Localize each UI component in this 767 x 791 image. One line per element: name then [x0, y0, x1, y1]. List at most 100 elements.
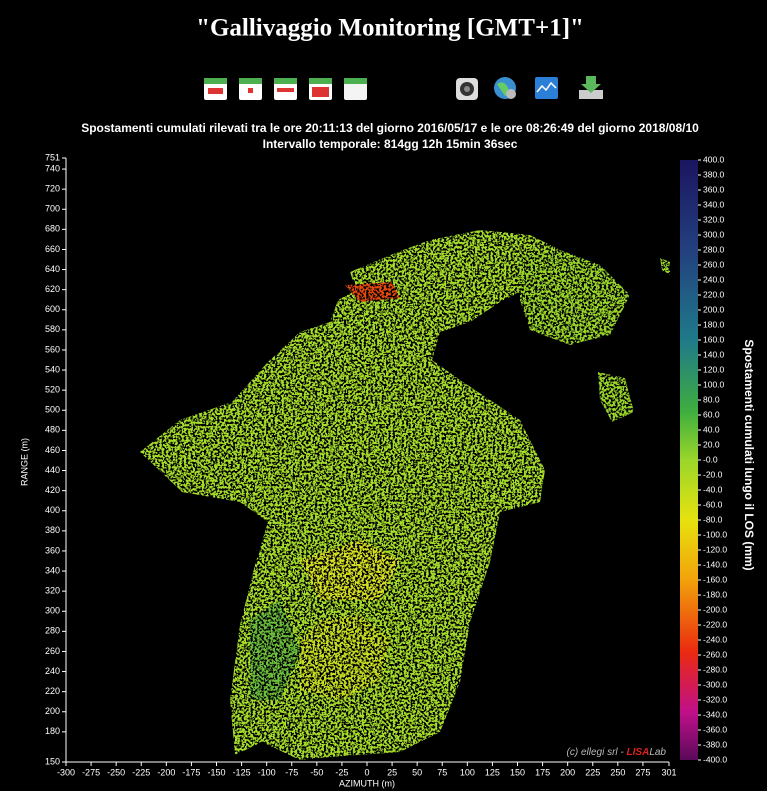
x-tick-label: 250 [610, 767, 625, 777]
calendar-week-button[interactable] [274, 78, 297, 100]
colorbar-tick-label: 20.0 [703, 439, 720, 449]
colorbar-tick-label: -380.0 [703, 739, 727, 749]
y-tick-label: 180 [45, 726, 60, 736]
x-tick-label: -75 [285, 767, 298, 777]
download-button[interactable] [579, 76, 603, 99]
x-tick-label: -200 [157, 767, 175, 777]
x-tick-label: -150 [207, 767, 225, 777]
colorbar-tick-label: 400.0 [703, 154, 725, 164]
screen: "Gallivaggio Monitoring [GMT+1]" Spostam… [0, 0, 767, 791]
x-tick-label: -175 [182, 767, 200, 777]
colorbar-tick-label: 40.0 [703, 424, 720, 434]
y-tick-label: 150 [45, 756, 60, 766]
x-tick-label: 100 [460, 767, 475, 777]
page: "Gallivaggio Monitoring [GMT+1]" Spostam… [0, 0, 767, 791]
y-tick-label: 720 [45, 184, 60, 194]
colorbar-tick-label: 380.0 [703, 169, 725, 179]
x-tick-label: -125 [233, 767, 251, 777]
x-tick-label: -50 [310, 767, 323, 777]
x-tick-label: 150 [510, 767, 525, 777]
colorbar-tick-label: -120.0 [703, 544, 727, 554]
colorbar-tick-label: 360.0 [703, 184, 725, 194]
y-tick-label: 220 [45, 686, 60, 696]
y-tick-label: 560 [45, 344, 60, 354]
colorbar-tick-label: -20.0 [703, 469, 723, 479]
calendar-month-button[interactable] [309, 78, 332, 100]
colorbar-tick-label: 200.0 [703, 304, 725, 314]
y-tick-label: 320 [45, 586, 60, 596]
x-tick-label: -25 [335, 767, 348, 777]
x-tick-label: -275 [82, 767, 100, 777]
y-axis-label: RANGE (m) [19, 438, 29, 486]
x-tick-label: -225 [132, 767, 150, 777]
y-tick-label: 200 [45, 706, 60, 716]
x-tick-label: 275 [635, 767, 650, 777]
y-tick-label: 420 [45, 485, 60, 495]
colorbar-tick-label: -280.0 [703, 664, 727, 674]
credit: (c) ellegi srl - LISALab [567, 747, 667, 758]
map-title: Spostamenti cumulati rilevati tra le ore… [81, 121, 699, 135]
y-tick-label: 340 [45, 565, 60, 575]
colorbar-tick-label: 80.0 [703, 394, 720, 404]
colorbar-tick-label: -160.0 [703, 574, 727, 584]
x-tick-label: 200 [560, 767, 575, 777]
colorbar-tick-label: 180.0 [703, 319, 725, 329]
y-tick-label: 240 [45, 666, 60, 676]
colorbar-tick-label: 300.0 [703, 229, 725, 239]
map-subtitle: Intervallo temporale: 814gg 12h 15min 36… [263, 137, 518, 151]
calendar-button[interactable] [239, 78, 262, 100]
camera-button[interactable] [456, 78, 478, 100]
colorbar-tick-label: -320.0 [703, 694, 727, 704]
colorbar-tick-label: 140.0 [703, 349, 725, 359]
x-tick-label: -250 [107, 767, 125, 777]
y-tick-label: 480 [45, 425, 60, 435]
colorbar-tick-label: -60.0 [703, 499, 723, 509]
displacement-map [140, 230, 670, 760]
credit-prefix: (c) ellegi srl - [567, 747, 627, 758]
y-tick-label: 500 [45, 405, 60, 415]
colorbar-tick-label: -340.0 [703, 709, 727, 719]
x-tick-label: 25 [387, 767, 397, 777]
colorbar-tick-label: -240.0 [703, 634, 727, 644]
x-tick-label: 50 [412, 767, 422, 777]
globe-button[interactable] [494, 77, 516, 99]
calendar-day-button[interactable] [204, 78, 227, 100]
x-tick-label: 301 [661, 767, 676, 777]
x-tick-label: 75 [437, 767, 447, 777]
colorbar-tick-label: -300.0 [703, 679, 727, 689]
chart-button[interactable] [535, 77, 558, 99]
colorbar-tick-label: 100.0 [703, 379, 725, 389]
calendar-blank-button[interactable] [344, 78, 367, 100]
colorbar-tick-label: -180.0 [703, 589, 727, 599]
colorbar-tick-label: -0.0 [703, 454, 718, 464]
colorbar-tick-label: 260.0 [703, 259, 725, 269]
y-tick-label: 360 [45, 545, 60, 555]
x-tick-label: -300 [57, 767, 75, 777]
y-tick-label: 540 [45, 364, 60, 374]
x-tick-label: 0 [364, 767, 369, 777]
colorbar-tick-label: 60.0 [703, 409, 720, 419]
y-tick-label: 600 [45, 304, 60, 314]
x-axis-label: AZIMUTH (m) [339, 778, 395, 788]
colorbar-tick-label: -400.0 [703, 754, 727, 764]
y-tick-label: 520 [45, 385, 60, 395]
y-tick-label: 740 [45, 163, 60, 173]
colorbar [680, 160, 698, 760]
y-tick-label: 460 [45, 445, 60, 455]
y-tick-label: 660 [45, 244, 60, 254]
y-tick-label: 280 [45, 626, 60, 636]
toolbar [204, 76, 603, 100]
x-tick-label: 225 [585, 767, 600, 777]
y-tick-label: 640 [45, 264, 60, 274]
y-tick-label: 680 [45, 224, 60, 234]
colorbar-tick-label: -200.0 [703, 604, 727, 614]
colorbar-tick-label: -360.0 [703, 724, 727, 734]
colorbar-tick-label: 160.0 [703, 334, 725, 344]
y-tick-label: 440 [45, 465, 60, 475]
page-title: "Gallivaggio Monitoring [GMT+1]" [196, 15, 584, 42]
y-tick-label: 751 [45, 152, 60, 162]
colorbar-tick-label: 280.0 [703, 244, 725, 254]
colorbar-tick-label: 340.0 [703, 199, 725, 209]
colorbar-tick-label: -140.0 [703, 559, 727, 569]
colorbar-tick-label: -100.0 [703, 529, 727, 539]
